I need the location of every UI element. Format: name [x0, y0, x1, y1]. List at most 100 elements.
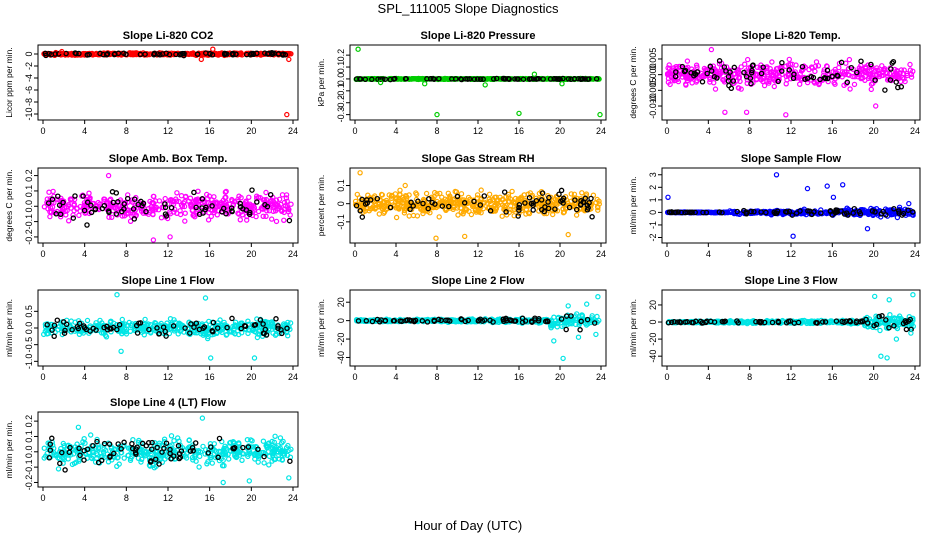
- data-point: [93, 320, 99, 326]
- data-point-black: [593, 76, 600, 82]
- data-point-black: [249, 187, 255, 193]
- data-point-black: [516, 207, 522, 214]
- data-point: [188, 204, 194, 210]
- data-point: [48, 209, 55, 215]
- x-tick-label: 12: [786, 372, 796, 382]
- outlier-point: [114, 292, 120, 298]
- data-point-black: [222, 50, 229, 57]
- data-point-black: [515, 213, 521, 219]
- data-point: [281, 209, 287, 216]
- data-point: [200, 332, 206, 338]
- data-point-black: [703, 209, 710, 216]
- panel-title: Slope Line 1 Flow: [122, 275, 215, 287]
- data-point-black: [92, 206, 99, 212]
- data-point-black: [262, 201, 268, 208]
- data-point-black: [858, 58, 864, 64]
- data-point: [395, 204, 401, 210]
- data-point-black: [170, 323, 177, 329]
- data-point: [103, 334, 110, 340]
- outlier-point: [575, 334, 582, 340]
- data-point-black: [575, 76, 582, 82]
- data-point: [50, 188, 56, 195]
- data-point-black: [582, 195, 589, 202]
- plot-frame: [349, 44, 607, 121]
- data-point: [876, 72, 883, 78]
- data-point: [273, 197, 280, 203]
- y-tick-label: 0.000: [648, 63, 658, 86]
- data-point: [273, 218, 280, 225]
- data-point-black: [223, 210, 229, 217]
- data-point: [263, 189, 269, 196]
- data-point-black: [390, 318, 397, 324]
- data-point: [142, 316, 148, 323]
- data-point: [245, 330, 251, 337]
- data-point: [503, 194, 509, 200]
- data-point: [478, 209, 484, 216]
- data-point-black: [903, 326, 910, 333]
- data-point: [877, 327, 883, 334]
- data-point-black: [689, 209, 695, 216]
- data-point-black: [563, 313, 570, 319]
- data-point-black: [591, 320, 598, 326]
- y-axis-label: Licor ppm per min.: [4, 47, 14, 117]
- data-point-black: [115, 199, 121, 205]
- data-point-black: [879, 313, 885, 319]
- data-point-black: [110, 199, 117, 206]
- data-point-black: [260, 330, 267, 336]
- data-point-black: [554, 76, 561, 82]
- data-point: [568, 191, 575, 197]
- y-tick-label: 0.1: [336, 61, 346, 74]
- outlier-point: [593, 331, 599, 338]
- data-point-black: [883, 212, 889, 218]
- data-point-black: [121, 50, 127, 56]
- data-point: [761, 82, 768, 89]
- data-point-black: [679, 63, 686, 70]
- data-point: [205, 217, 212, 223]
- y-tick-label: -8: [24, 98, 34, 106]
- data-point: [742, 61, 748, 67]
- data-point: [248, 203, 255, 209]
- data-point-black: [761, 319, 768, 326]
- data-point: [173, 198, 180, 204]
- chart-panel-2: Slope Li-820 Temp.0 4 8 12 16 20 240.0050.000-…: [628, 30, 921, 136]
- data-point: [588, 76, 594, 82]
- data-point-black: [716, 58, 723, 64]
- data-point: [355, 202, 362, 209]
- data-point: [246, 194, 252, 200]
- data-point: [191, 198, 197, 205]
- data-point-black: [727, 69, 733, 75]
- data-point-black: [143, 208, 149, 215]
- data-point-black: [81, 207, 88, 214]
- data-point: [222, 194, 228, 201]
- data-point-black: [810, 74, 817, 81]
- data-point-black: [502, 316, 509, 322]
- data-point: [508, 203, 514, 209]
- data-point: [736, 75, 742, 81]
- data-point-black: [49, 196, 56, 203]
- data-point: [745, 56, 751, 63]
- outlier-point: [878, 353, 884, 359]
- data-point-black: [193, 320, 200, 326]
- data-point-black: [44, 322, 50, 328]
- data-point-black: [377, 76, 384, 82]
- data-point-black: [779, 59, 785, 66]
- data-point: [704, 72, 711, 79]
- data-point: [223, 188, 229, 195]
- data-point: [843, 60, 849, 66]
- x-tick-label: 12: [473, 249, 483, 259]
- outlier-point: [357, 170, 363, 176]
- chart-panel-3: Slope Amb. Box Temp.0 4 8 12 16 20 240.20.10.0…: [4, 153, 299, 259]
- data-point: [119, 316, 126, 323]
- data-point-black: [763, 209, 769, 216]
- data-point: [893, 70, 899, 76]
- y-axis-label: degrees C per min.: [4, 169, 14, 241]
- outlier-point: [59, 48, 65, 55]
- y-tick-label: 0.0: [24, 322, 34, 335]
- data-point-black: [275, 323, 281, 329]
- data-point-black: [99, 205, 106, 212]
- data-point: [526, 210, 533, 217]
- outlier-point: [202, 295, 209, 301]
- data-point-black: [477, 76, 484, 82]
- data-point: [851, 81, 858, 88]
